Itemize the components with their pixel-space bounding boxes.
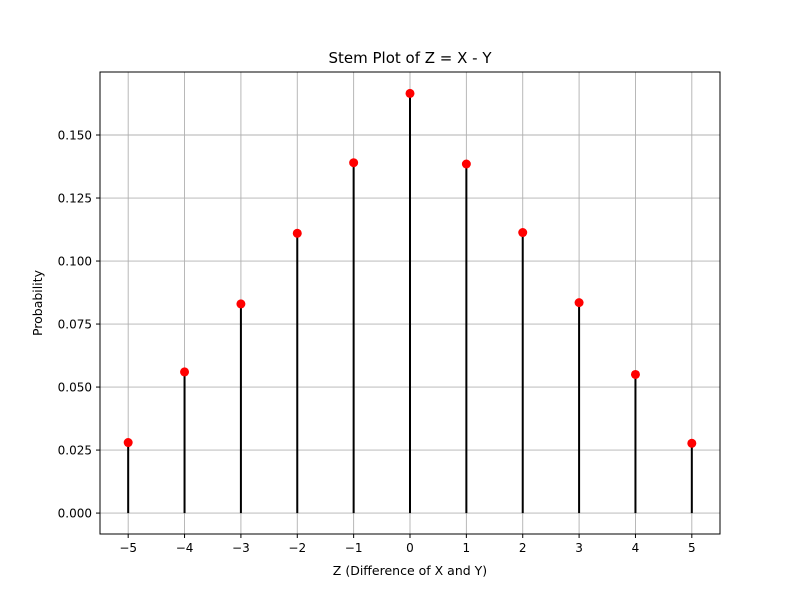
- stem-marker: [180, 367, 190, 377]
- stem-marker: [574, 298, 584, 308]
- x-tick-label: 4: [632, 541, 640, 555]
- x-tick-label: 1: [463, 541, 471, 555]
- y-tick-label: 0.025: [58, 444, 92, 458]
- stem-marker: [461, 159, 471, 169]
- y-tick-label: 0.150: [58, 129, 92, 143]
- stem-marker: [630, 369, 640, 379]
- y-tick-label: 0.075: [58, 318, 92, 332]
- x-tick-label: −1: [345, 541, 363, 555]
- y-tick-label: 0.100: [58, 255, 92, 269]
- x-tick-label: −2: [288, 541, 306, 555]
- x-tick-label: 3: [575, 541, 583, 555]
- x-tick-label: 0: [406, 541, 414, 555]
- y-tick-label: 0.050: [58, 381, 92, 395]
- x-tick-label: −4: [176, 541, 194, 555]
- y-axis-label: Probability: [30, 269, 45, 336]
- stem-marker: [292, 228, 302, 238]
- stem-marker: [405, 88, 415, 98]
- y-tick-label: 0.125: [58, 192, 92, 206]
- x-tick-label: −5: [119, 541, 137, 555]
- stem-marker: [349, 158, 359, 168]
- x-axis-label: Z (Difference of X and Y): [333, 563, 487, 578]
- stem-marker: [518, 228, 528, 238]
- x-tick-label: −3: [232, 541, 250, 555]
- stems: [127, 93, 693, 514]
- axis-ticks: −5 −4 −3 −2 −1 0 1 2 3 4 5 0.000 0.025 0.050 0.075 0.10…: [58, 129, 696, 555]
- stem-marker: [123, 438, 133, 448]
- y-tick-label: 0.000: [58, 507, 92, 521]
- stem-marker: [687, 438, 697, 448]
- x-tick-label: 2: [519, 541, 527, 555]
- x-tick-label: 5: [688, 541, 696, 555]
- markers: [123, 88, 697, 448]
- stem-marker: [236, 299, 246, 309]
- chart-title: Stem Plot of Z = X - Y: [328, 49, 492, 67]
